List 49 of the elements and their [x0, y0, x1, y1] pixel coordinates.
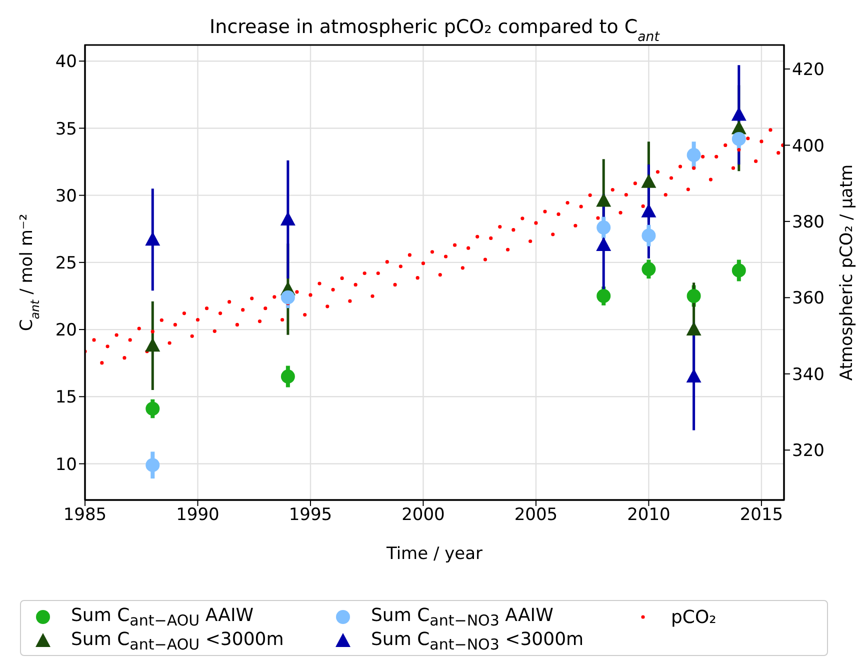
x-axis-title: Time / year — [385, 544, 483, 564]
y-tick-label: 35 — [55, 119, 77, 140]
point — [731, 106, 746, 121]
point — [145, 232, 160, 246]
x-tick-label: 2000 — [402, 505, 445, 526]
x-tick-label: 2005 — [514, 505, 558, 526]
point — [596, 236, 612, 251]
y2-axis-title: Atmospheric pCO₂ / µatm — [837, 164, 857, 381]
y2-tick-label: 400 — [792, 136, 824, 156]
point — [641, 174, 656, 188]
y-tick-label: 30 — [55, 186, 77, 206]
y2-tick-label: 360 — [792, 288, 824, 309]
point — [642, 262, 656, 276]
point — [686, 368, 702, 383]
x-tick-label: 1990 — [176, 505, 220, 526]
y2-tick-label: 380 — [792, 212, 824, 232]
y-tick-label: 25 — [55, 253, 77, 274]
point — [686, 288, 701, 303]
point — [732, 132, 746, 146]
point — [280, 290, 295, 304]
y-tick-label: 20 — [55, 320, 77, 341]
y-tick-label: 15 — [55, 388, 77, 408]
legend-label: Sum C$_{ant−AOU}$ AAIW — [71, 604, 254, 630]
y2-tick-label: 340 — [792, 364, 824, 385]
point — [280, 211, 296, 226]
point — [596, 220, 611, 235]
point — [686, 148, 701, 162]
point — [596, 288, 611, 303]
point — [642, 228, 656, 243]
x-tick-label: 1985 — [63, 505, 107, 526]
y2-tick-label: 320 — [792, 441, 824, 462]
legend-label: Sum C$_{ant−AOU}$ <3000m — [71, 628, 284, 654]
y2-tick-label: 420 — [792, 60, 824, 80]
legend-label: pCO₂ — [671, 606, 716, 628]
x-tick-label: 2010 — [627, 505, 670, 526]
point — [596, 192, 612, 207]
point — [280, 370, 295, 384]
point — [146, 402, 160, 416]
x-tick-label: 1995 — [288, 505, 332, 526]
point — [146, 458, 160, 472]
point — [732, 263, 746, 278]
legend-label: Sum C$_{ant−NO3}$ <3000m — [371, 628, 584, 654]
legend-label: Sum C$_{ant−NO3}$ AAIW — [371, 604, 554, 630]
point — [686, 322, 702, 336]
x-tick-label: 2015 — [740, 505, 784, 526]
y-tick-label: 40 — [55, 52, 77, 72]
point — [145, 338, 160, 352]
y-tick-label: 10 — [55, 454, 77, 475]
chart-title: Increase in atmospheric pCO₂ compared to C$_{ant}$ — [210, 16, 660, 44]
